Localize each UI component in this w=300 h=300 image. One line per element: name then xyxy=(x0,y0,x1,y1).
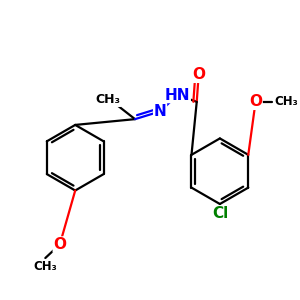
Text: HN: HN xyxy=(165,88,190,103)
Text: N: N xyxy=(154,104,166,119)
Text: O: O xyxy=(249,94,262,109)
Text: O: O xyxy=(192,67,205,82)
Text: CH₃: CH₃ xyxy=(34,260,57,273)
Text: Cl: Cl xyxy=(212,206,228,221)
Text: CH₃: CH₃ xyxy=(274,95,298,108)
Text: O: O xyxy=(53,237,66,252)
Text: CH₃: CH₃ xyxy=(95,93,121,106)
